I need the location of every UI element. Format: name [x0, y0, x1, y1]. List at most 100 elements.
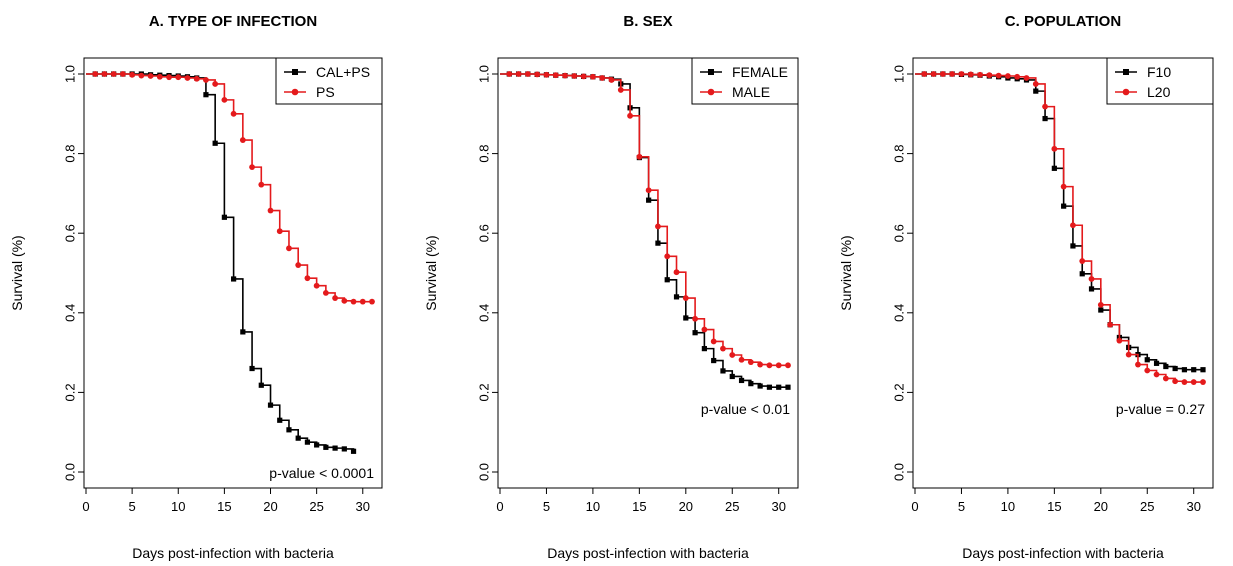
- p-value-annotation: p-value < 0.01: [701, 401, 790, 417]
- data-point: [757, 383, 763, 389]
- y-tick-label: 0.2: [477, 383, 492, 401]
- data-point: [1070, 243, 1076, 249]
- data-point: [986, 72, 993, 79]
- x-tick-label: 20: [263, 499, 277, 514]
- data-point: [655, 223, 661, 230]
- data-point: [1162, 375, 1169, 382]
- data-point: [747, 359, 754, 366]
- data-point: [921, 71, 928, 77]
- data-point: [277, 417, 283, 423]
- data-point: [1153, 360, 1160, 366]
- data-point: [258, 382, 264, 388]
- data-point: [1144, 367, 1151, 374]
- data-point: [729, 352, 736, 358]
- data-point: [221, 96, 228, 103]
- data-point: [1200, 367, 1206, 373]
- data-point: [646, 197, 652, 203]
- data-point: [692, 330, 698, 336]
- data-point: [276, 228, 283, 235]
- data-point: [710, 338, 717, 345]
- data-point: [258, 181, 265, 188]
- data-point: [692, 315, 698, 322]
- x-tick-label: 0: [496, 499, 503, 514]
- data-point: [1125, 351, 1132, 358]
- data-point: [636, 153, 643, 160]
- x-tick-label: 25: [309, 499, 323, 514]
- x-tick-label: 30: [1186, 499, 1200, 514]
- y-tick-label: 1.0: [477, 65, 492, 83]
- p-value-annotation: p-value < 0.0001: [269, 465, 374, 481]
- y-tick-label: 0.8: [63, 145, 78, 163]
- x-tick-label: 20: [679, 499, 693, 514]
- data-point: [524, 71, 531, 77]
- chart-panel-1: A. TYPE OF INFECTION 0 5 10 15 20 25 30 0.0 0.2 0.…: [9, 13, 383, 561]
- y-tick-label: 0.4: [892, 304, 907, 322]
- y-tick-label: 1.0: [892, 65, 907, 83]
- data-point: [939, 71, 946, 77]
- x-tick-label: 30: [356, 499, 370, 514]
- data-point: [332, 445, 338, 451]
- data-point: [1191, 367, 1197, 373]
- data-point: [534, 71, 541, 78]
- y-tick-label: 0.8: [477, 145, 492, 163]
- data-point: [748, 381, 754, 387]
- data-point: [1107, 321, 1113, 328]
- data-point: [156, 73, 163, 80]
- y-tick-label: 0.0: [63, 463, 78, 481]
- data-point: [295, 262, 302, 268]
- data-point: [785, 384, 791, 390]
- legend-label: F10: [1147, 64, 1171, 80]
- data-point: [193, 75, 200, 82]
- data-point: [1060, 183, 1067, 190]
- y-axis-label: Survival (%): [9, 235, 25, 310]
- data-point: [1032, 81, 1039, 87]
- legend-marker: [708, 69, 714, 75]
- data-point: [655, 240, 661, 246]
- data-point: [682, 295, 689, 301]
- data-point: [1098, 307, 1104, 313]
- series-line-2: [500, 73, 788, 367]
- data-point: [1116, 337, 1123, 344]
- data-point: [1172, 365, 1178, 372]
- y-tick-label: 0.4: [477, 304, 492, 322]
- x-tick-label: 10: [586, 499, 600, 514]
- data-point: [738, 377, 745, 384]
- data-point: [757, 361, 764, 368]
- data-point: [240, 329, 246, 335]
- series-line-2: [915, 73, 1203, 383]
- data-point: [314, 442, 320, 448]
- legend-label: MALE: [732, 84, 770, 100]
- data-point: [369, 298, 375, 305]
- x-tick-label: 25: [1140, 499, 1154, 514]
- y-axis-label: Survival (%): [423, 235, 439, 310]
- legend-marker: [291, 88, 299, 96]
- data-point: [1181, 379, 1188, 385]
- data-point: [552, 72, 559, 79]
- data-point: [129, 71, 136, 78]
- data-point: [267, 207, 274, 214]
- series-line-1: [915, 73, 1203, 371]
- plot-frame: [912, 57, 1214, 489]
- data-point: [664, 277, 670, 283]
- legend-label: L20: [1147, 84, 1171, 100]
- data-point: [766, 362, 773, 369]
- x-tick-label: 0: [911, 499, 918, 514]
- data-point: [1014, 73, 1021, 80]
- legend-label: PS: [316, 84, 335, 100]
- data-point: [766, 384, 773, 390]
- x-tick-label: 0: [82, 499, 89, 514]
- data-point: [231, 276, 237, 282]
- data-point: [1051, 165, 1057, 171]
- data-point: [249, 164, 255, 171]
- data-point: [645, 187, 652, 194]
- data-point: [571, 73, 578, 79]
- data-point: [332, 295, 338, 301]
- data-point: [221, 214, 227, 220]
- x-tick-label: 5: [129, 499, 136, 514]
- data-point: [627, 112, 633, 119]
- data-point: [664, 253, 671, 260]
- data-point: [1005, 73, 1011, 79]
- data-point: [203, 77, 209, 83]
- chart-title: A. TYPE OF INFECTION: [149, 13, 317, 30]
